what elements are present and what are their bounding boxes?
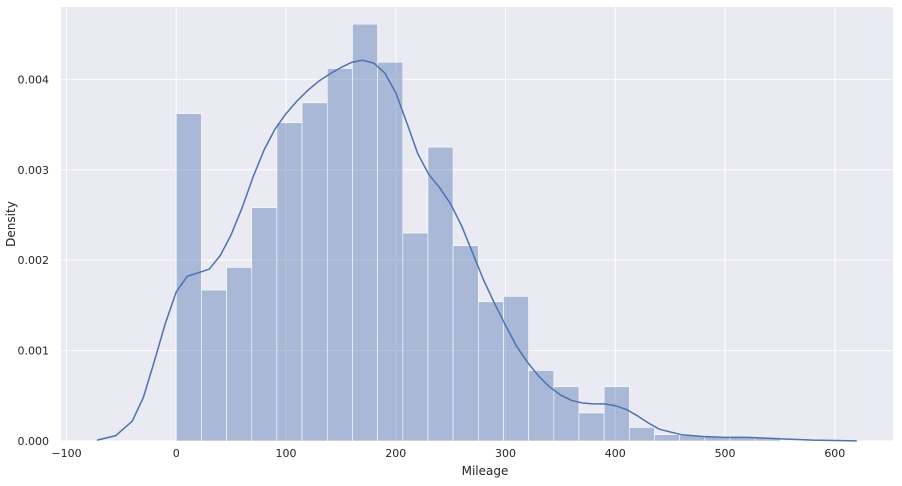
x-tick-label: 500 xyxy=(715,447,736,460)
y-tick-label: 0.004 xyxy=(18,73,50,86)
x-tick-label: 600 xyxy=(824,447,845,460)
y-tick-label: 0.000 xyxy=(18,435,50,448)
histogram-bar xyxy=(528,370,555,442)
histogram-bar xyxy=(452,245,479,442)
y-axis-label: Density xyxy=(4,201,18,247)
histogram-bar xyxy=(201,289,227,442)
kde-curve xyxy=(97,59,857,442)
y-tick-label: 0.001 xyxy=(18,345,50,358)
histogram-bar xyxy=(377,61,404,442)
y-tick-label: 0.003 xyxy=(18,164,50,177)
histogram-bar xyxy=(352,23,378,442)
histogram-bar xyxy=(603,386,630,442)
histogram-bar xyxy=(427,146,454,442)
histogram-bar xyxy=(402,232,429,442)
histogram-bar xyxy=(553,386,580,442)
histogram-bar xyxy=(276,122,303,442)
histogram-bar xyxy=(326,68,353,442)
histogram-bar xyxy=(301,102,328,442)
x-tick-label: 100 xyxy=(276,447,297,460)
histogram-bar xyxy=(251,207,278,442)
y-tick-label: 0.002 xyxy=(18,254,50,267)
x-tick-label: 0 xyxy=(173,447,180,460)
x-tick-label: 400 xyxy=(605,447,626,460)
histogram-bar xyxy=(629,427,655,442)
histogram-bar xyxy=(654,434,680,442)
histogram-bar xyxy=(226,267,253,442)
y-tick-labels: 0.000 0.001 0.002 0.003 0.004 xyxy=(18,73,50,448)
x-tick-labels: −100 0 100 200 300 400 500 600 xyxy=(51,447,845,460)
x-axis-label: Mileage xyxy=(462,464,509,478)
x-tick-label: −100 xyxy=(51,447,81,460)
histogram-bar xyxy=(175,113,202,442)
histogram-bars xyxy=(175,23,781,442)
histogram-bar xyxy=(478,301,504,442)
histogram-bar xyxy=(578,412,605,442)
x-tick-label: 200 xyxy=(385,447,406,460)
x-tick-label: 300 xyxy=(495,447,516,460)
histogram-bar xyxy=(503,296,529,442)
